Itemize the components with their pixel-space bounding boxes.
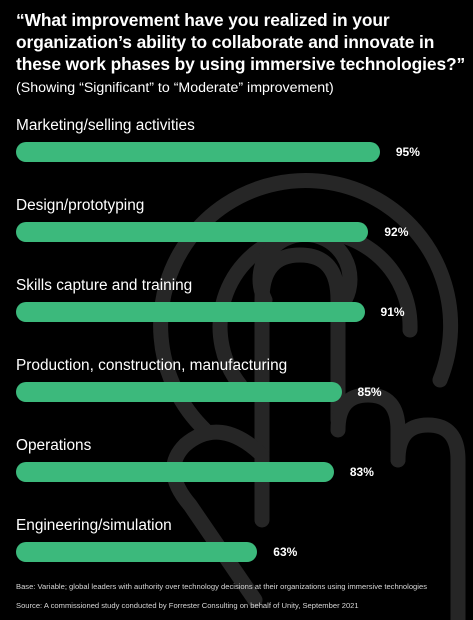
value-label: 91%	[380, 305, 405, 319]
value-label: 92%	[384, 225, 409, 239]
bar	[16, 302, 365, 322]
bar	[16, 382, 342, 402]
category-label: Design/prototyping	[16, 197, 145, 214]
category-label: Production, construction, manufacturing	[16, 357, 288, 374]
bar-row: Design/prototyping 92%	[0, 197, 473, 261]
category-label: Operations	[16, 437, 92, 454]
category-label: Skills capture and training	[16, 277, 193, 294]
chart-subtitle: (Showing “Significant” to “Moderate” imp…	[16, 80, 334, 96]
bar-row: Production, construction, manufacturing 8…	[0, 357, 473, 421]
category-label: Engineering/simulation	[16, 517, 172, 534]
value-label: 95%	[395, 145, 420, 159]
bar	[16, 222, 369, 242]
bar	[16, 142, 380, 162]
footnote-base: Base: Variable; global leaders with auth…	[16, 582, 427, 591]
bar-row: Engineering/simulation 63%	[0, 517, 473, 581]
value-label: 85%	[357, 385, 382, 399]
bar-row: Marketing/selling activities 95%	[0, 117, 473, 181]
bar-row: Skills capture and training 91%	[0, 277, 473, 341]
footnote-source: Source: A commissioned study conducted b…	[16, 601, 359, 610]
chart-title: “What improvement have you realized in y…	[16, 10, 466, 74]
value-label: 83%	[349, 465, 374, 479]
bar-row: Operations 83%	[0, 437, 473, 501]
category-label: Marketing/selling activities	[16, 117, 195, 134]
bar	[16, 462, 334, 482]
value-label: 63%	[273, 545, 298, 559]
bar	[16, 542, 258, 562]
